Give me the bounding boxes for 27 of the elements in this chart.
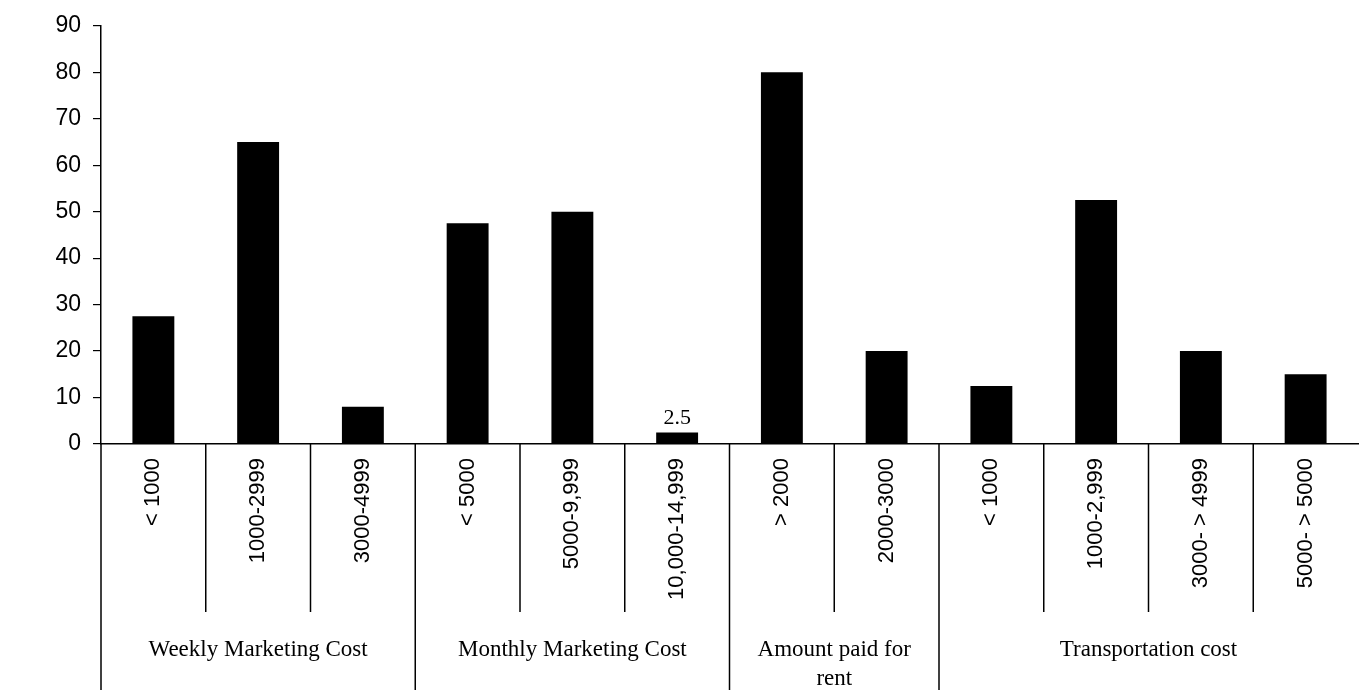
text: Transportation cost	[1059, 636, 1238, 661]
x-tick-label: > 2000	[767, 458, 793, 526]
text: Weekly Marketing Cost	[148, 636, 369, 661]
y-tick-label: 10	[55, 382, 81, 409]
x-tick-label: 3000- > 4999	[1186, 458, 1212, 589]
data-label: 2.5	[663, 404, 691, 430]
y-tick-label: 0	[68, 429, 81, 456]
y-tick-label: 70	[55, 104, 81, 131]
x-tick-label: 5000- > 5000	[1291, 458, 1317, 589]
y-tick-label: 80	[55, 57, 81, 84]
y-tick-label: 50	[55, 197, 81, 224]
x-tick-label: 5000-9,999	[558, 458, 584, 570]
x-tick-label: 10,000-14,999	[663, 458, 689, 600]
y-tick-label: 30	[55, 289, 81, 316]
y-tick-label: 60	[55, 150, 81, 177]
x-tick-label: < 1000	[139, 458, 165, 526]
x-tick-label: < 5000	[453, 458, 479, 526]
y-tick-label: 90	[55, 11, 81, 38]
x-tick-label: 1000-2,999	[1082, 458, 1108, 570]
text: Amount paid for rent	[757, 636, 912, 690]
y-tick-label: 20	[55, 336, 81, 363]
x-tick-label: 1000-2999	[244, 458, 270, 564]
x-tick-label: 2000-3000	[872, 458, 898, 564]
x-tick-label: < 1000	[977, 458, 1003, 526]
y-tick-label: 40	[55, 243, 81, 270]
x-tick-label: 3000-4999	[348, 458, 374, 564]
text: Monthly Marketing Cost	[458, 636, 688, 661]
